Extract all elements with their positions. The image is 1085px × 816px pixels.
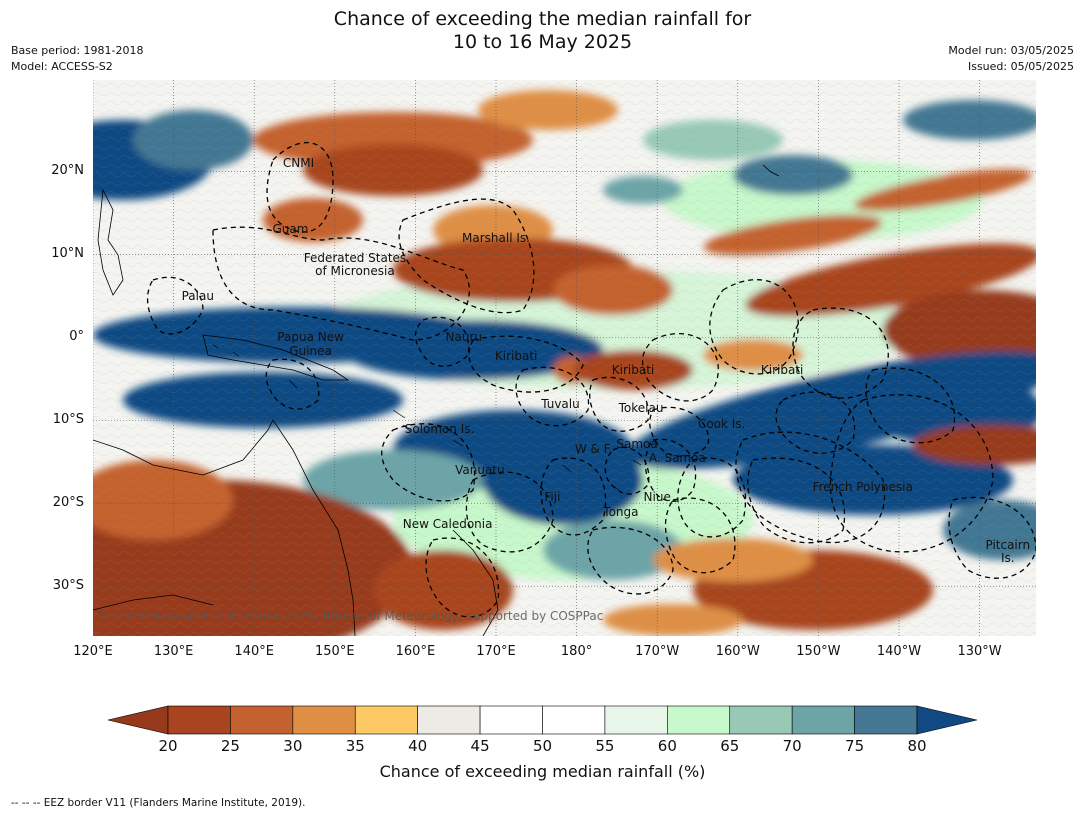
lat-tick-label: 30°S xyxy=(52,578,84,594)
lon-tick-label: 150°E xyxy=(315,644,355,659)
colorbar-title: Chance of exceeding median rainfall (%) xyxy=(379,762,706,781)
region-label: Niue xyxy=(643,489,671,504)
colorbar-segment xyxy=(230,705,294,735)
eez-legend-note: -- -- -- EEZ border V11 (Flanders Marine… xyxy=(11,797,306,809)
small-islands xyxy=(212,344,642,491)
lon-tick-label: 140°W xyxy=(876,644,922,659)
colorbar-segment xyxy=(604,705,668,735)
region-label: Solomon Is. xyxy=(404,421,475,436)
colorbar-segment xyxy=(167,705,231,735)
lon-tick-label: 120°E xyxy=(73,644,113,659)
region-label: Samoa xyxy=(616,437,658,452)
region-label: Nauru xyxy=(445,330,482,345)
region-label: Tonga xyxy=(603,504,639,519)
lat-tick-label: 20°S xyxy=(52,495,84,511)
lat-tick-label: 10°S xyxy=(52,412,84,428)
lon-tick-label: 170°E xyxy=(476,644,516,659)
colorbar-tick-label: 75 xyxy=(845,737,865,755)
lon-tick-label: 170°W xyxy=(635,644,680,659)
lon-tick-label: 130°E xyxy=(153,644,194,659)
region-label: Kiribati xyxy=(494,349,538,364)
lon-tick-label: 150°W xyxy=(796,644,841,659)
colorbar-segment xyxy=(417,705,481,735)
eez-borders xyxy=(146,142,1036,618)
lat-tick-label: 0° xyxy=(69,329,84,345)
region-label: Marshall Is. xyxy=(462,230,530,245)
colorbar-tick-label: 40 xyxy=(408,737,428,755)
map-title: Chance of exceeding the median rainfall … xyxy=(0,8,1085,54)
colorbar-segment xyxy=(479,705,543,735)
colorbar-tick-label: 45 xyxy=(470,737,490,755)
region-label: of Micronesia xyxy=(315,263,395,278)
colorbar-tick-label: 65 xyxy=(720,737,740,755)
rainfall-map xyxy=(93,80,1036,636)
region-label: Is. xyxy=(1000,550,1015,565)
issued-date: Issued: 05/05/2025 xyxy=(967,60,1074,73)
region-label: Fiji xyxy=(544,489,561,504)
model-name: Model: ACCESS-S2 xyxy=(11,60,113,73)
region-label: Pitcairn xyxy=(985,537,1031,552)
lon-tick-label: 130°W xyxy=(957,644,1002,659)
colorbar-tick-label: 55 xyxy=(595,737,615,755)
colorbar-tick-label: 20 xyxy=(158,737,178,755)
colorbar-segment xyxy=(354,705,418,735)
colorbar-tick-label: 30 xyxy=(283,737,303,755)
model-run: Model run: 03/05/2025 xyxy=(948,44,1074,57)
base-period: Base period: 1981-2018 xyxy=(11,44,144,57)
region-label: Cook Is. xyxy=(697,417,746,432)
colorbar-segment xyxy=(542,705,606,735)
colorbar xyxy=(107,705,978,735)
lon-tick-label: 160°W xyxy=(715,644,760,659)
region-label: Vanuatu xyxy=(455,463,505,478)
colorbar-tick-label: 60 xyxy=(657,737,677,755)
graticule xyxy=(93,80,1036,636)
contour-overlay xyxy=(93,80,1036,636)
lat-tick-label: 20°N xyxy=(51,163,84,179)
region-label: Tokelau xyxy=(618,400,664,415)
region-label: A. Samoa xyxy=(648,450,706,465)
region-label: Guam xyxy=(272,222,309,237)
region-label: CNMI xyxy=(282,155,315,170)
colorbar-tick-label: 25 xyxy=(220,737,240,755)
colorbar-segment xyxy=(854,705,918,735)
colorbar-under-arrow xyxy=(107,705,169,735)
lon-tick-label: 140°E xyxy=(234,644,274,659)
region-label: Tuvalu xyxy=(541,396,580,411)
colorbar-tick-label: 35 xyxy=(345,737,365,755)
lon-tick-label: 160°E xyxy=(395,644,436,659)
colorbar-tick-label: 80 xyxy=(907,737,927,755)
copyright-notice: © Commonwealth of Australia 2025, Bureau… xyxy=(98,609,604,623)
colorbar-segment xyxy=(667,705,731,735)
region-label: Kiribati xyxy=(760,363,804,378)
region-label: Guinea xyxy=(289,343,332,358)
colorbar-over-arrow xyxy=(916,705,978,735)
region-label: W & F xyxy=(574,442,611,457)
region-label: Kiribati xyxy=(611,363,655,378)
region-label: New Caledonia xyxy=(402,516,493,531)
title-line-1: Chance of exceeding the median rainfall … xyxy=(333,8,752,30)
region-label: Federated States xyxy=(303,251,407,266)
coastlines xyxy=(93,164,780,636)
colorbar-segment xyxy=(292,705,356,735)
lat-tick-label: 10°N xyxy=(51,246,84,262)
colorbar-tick-label: 50 xyxy=(532,737,553,755)
map-canvas xyxy=(93,80,1036,636)
colorbar-tick-label: 70 xyxy=(782,737,802,755)
lon-tick-label: 180° xyxy=(560,644,593,659)
title-line-2: 10 to 16 May 2025 xyxy=(452,31,633,53)
colorbar-segment xyxy=(791,705,855,735)
meta-right: Model run: 03/05/2025 Issued: 05/05/2025 xyxy=(948,43,1074,75)
colorbar-segment xyxy=(729,705,793,735)
region-label: Palau xyxy=(181,288,214,303)
region-label: Papua New xyxy=(277,330,344,345)
meta-left: Base period: 1981-2018 Model: ACCESS-S2 xyxy=(11,43,143,75)
region-label: French Polynesia xyxy=(812,479,913,494)
